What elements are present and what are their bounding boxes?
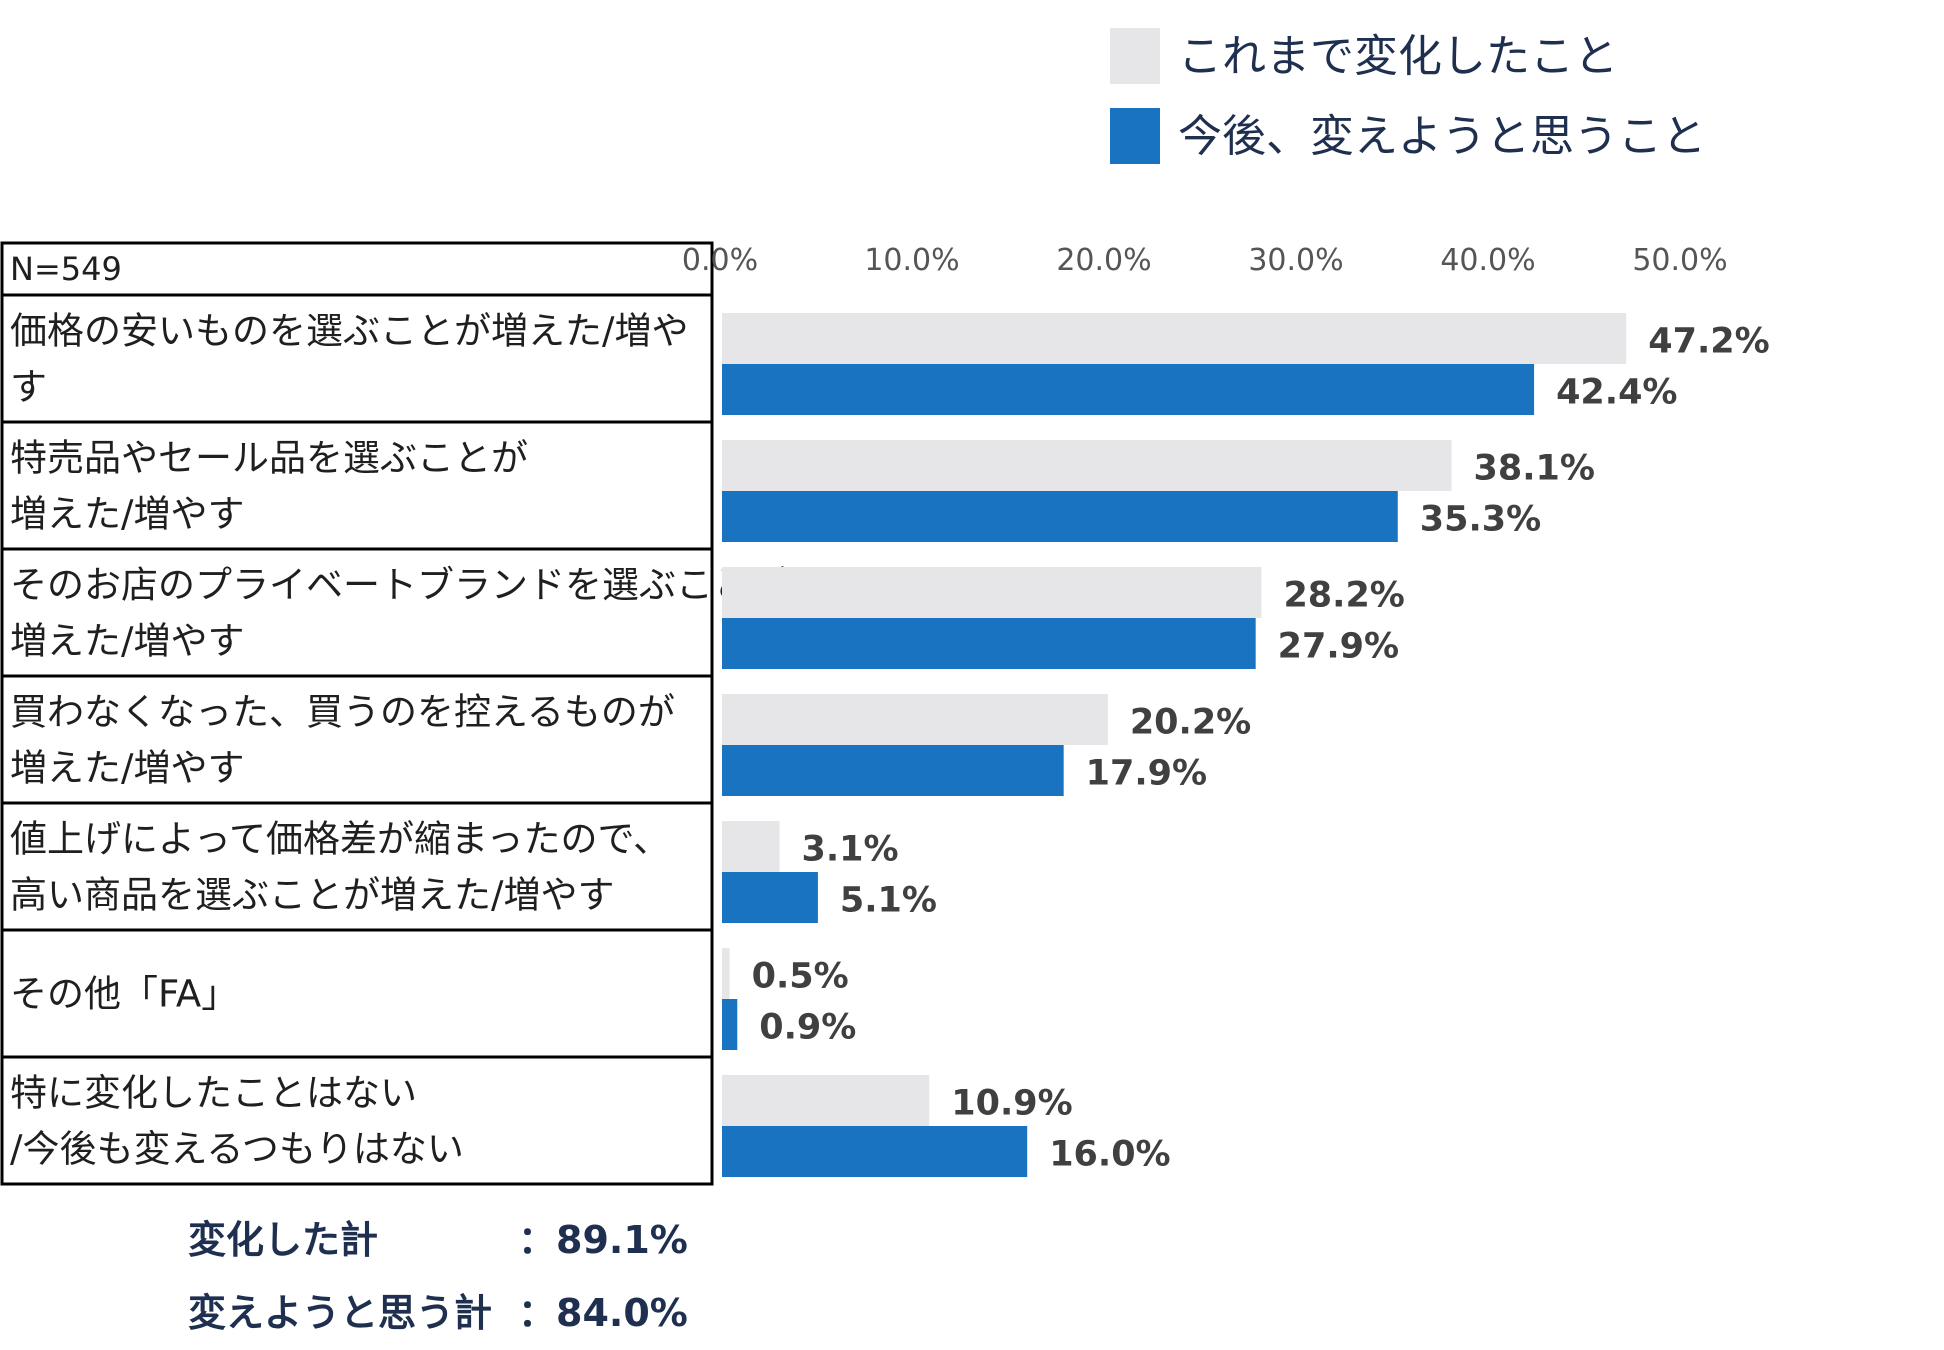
total-label-2: 変えようと思う計 — [188, 1291, 492, 1335]
category-label-2-line-2: 増えた/増やす — [10, 493, 244, 536]
value-label-past-5: 3.1% — [802, 830, 899, 870]
bar-past-3 — [722, 567, 1262, 618]
category-label-6-line-1: その他「FA」 — [10, 973, 238, 1016]
x-tick-label-5: 40.0% — [1440, 243, 1535, 278]
category-label-5-line-2: 高い商品を選ぶことが増えた/増やす — [10, 874, 614, 917]
value-label-future-6: 0.9% — [759, 1008, 856, 1048]
value-label-past-6: 0.5% — [752, 957, 849, 997]
bar-past-5 — [722, 821, 780, 872]
category-label-4-line-1: 買わなくなった、買うのを控えるものが — [10, 691, 675, 734]
bar-future-3 — [722, 618, 1256, 669]
x-axis-ticks: 0.0% 10.0% 20.0% 30.0% 40.0% 50.0% — [682, 243, 1728, 278]
legend-swatch-1 — [1110, 28, 1160, 84]
legend-label-1: これまで変化したこと — [1178, 31, 1618, 82]
category-label-1-line-1: 価格の安いものを選ぶことが増えた/増や — [10, 310, 688, 353]
bar-past-2 — [722, 440, 1452, 491]
bars: 47.2% 42.4% 38.1% 35.3% 28.2% 27.9% 20.2% 17.9%… — [722, 313, 1770, 1177]
bar-past-1 — [722, 313, 1627, 364]
category-label-5-line-1: 値上げによって価格差が縮まったので、 — [10, 818, 670, 861]
bar-future-7 — [722, 1126, 1028, 1177]
value-label-past-7: 10.9% — [951, 1084, 1072, 1124]
category-label-3-line-1: そのお店のプライベートブランドを選ぶことが — [10, 564, 787, 607]
value-label-future-1: 42.4% — [1556, 373, 1677, 413]
value-label-past-1: 47.2% — [1648, 322, 1769, 362]
category-label-7-line-1: 特に変化したことはない — [10, 1072, 417, 1115]
category-label-1-line-2: す — [10, 366, 47, 409]
total-value-2: ：84.0% — [518, 1291, 688, 1335]
total-label-1: 変化した計 — [188, 1218, 378, 1262]
value-label-future-5: 5.1% — [840, 881, 937, 921]
x-tick-label-4: 30.0% — [1248, 243, 1343, 278]
bar-past-4 — [722, 694, 1108, 745]
value-label-future-3: 27.9% — [1278, 627, 1399, 667]
value-label-past-3: 28.2% — [1283, 576, 1404, 616]
bar-past-7 — [722, 1075, 930, 1126]
category-label-7-line-2: /今後も変えるつもりはない — [10, 1128, 464, 1171]
category-label-2-line-1: 特売品やセール品を選ぶことが — [10, 437, 528, 480]
legend-label-2: 今後、変えようと思うこと — [1178, 111, 1706, 162]
value-label-future-4: 17.9% — [1086, 754, 1207, 794]
value-label-past-4: 20.2% — [1130, 703, 1251, 743]
legend-swatch-2 — [1110, 108, 1160, 164]
x-tick-label-1: 0.0% — [682, 243, 758, 278]
bar-future-5 — [722, 872, 818, 923]
totals: 変化した計 ：89.1% 変えようと思う計 ：84.0% — [188, 1218, 688, 1335]
x-tick-label-3: 20.0% — [1056, 243, 1151, 278]
x-tick-label-2: 10.0% — [864, 243, 959, 278]
bar-future-1 — [722, 364, 1535, 415]
value-label-past-2: 38.1% — [1474, 449, 1595, 489]
value-label-future-7: 16.0% — [1049, 1135, 1170, 1175]
bar-future-2 — [722, 491, 1398, 542]
bar-past-6 — [722, 948, 730, 999]
bar-future-6 — [722, 999, 738, 1050]
category-label-3-line-2: 増えた/増やす — [10, 620, 244, 663]
value-label-future-2: 35.3% — [1420, 500, 1541, 540]
category-label-4-line-2: 増えた/増やす — [10, 747, 244, 790]
category-table: N=549 価格の安いものを選ぶことが増えた/増やす特売品やセール品を選ぶことが増… — [0, 241, 787, 1186]
x-tick-label-6: 50.0% — [1632, 243, 1727, 278]
sample-size-label: N=549 — [10, 250, 122, 288]
bar-future-4 — [722, 745, 1064, 796]
total-value-1: ：89.1% — [518, 1218, 688, 1262]
table-border — [0, 241, 714, 1186]
